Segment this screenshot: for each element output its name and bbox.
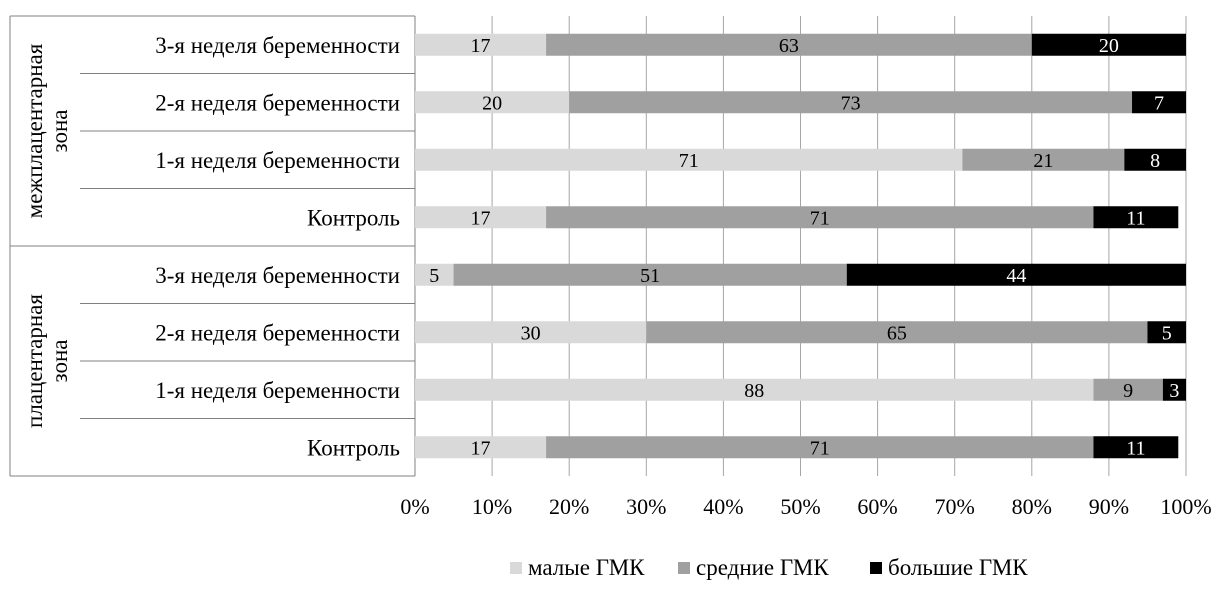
- bar-segment: [546, 33, 1032, 56]
- bar-segment: [415, 91, 570, 114]
- legend: малые ГМК средние ГМК большие ГМК: [510, 555, 1028, 580]
- group-label-line: зона: [47, 110, 72, 153]
- group-label-line: плацентарная: [22, 294, 47, 428]
- data-label: 44: [1006, 265, 1026, 287]
- data-label: 20: [482, 92, 502, 114]
- bar-segment: [1093, 378, 1163, 401]
- data-label: 71: [679, 150, 699, 172]
- x-tick-label: 100%: [1160, 494, 1211, 519]
- category-label: Контроль: [307, 205, 400, 230]
- legend-swatch: [870, 562, 882, 574]
- x-tick-label: 30%: [626, 494, 666, 519]
- category-label: 1-я неделя беременности: [155, 148, 400, 173]
- x-tick-label: 50%: [780, 494, 820, 519]
- group-label-line: межплацентарная: [22, 43, 47, 218]
- data-label: 7: [1154, 92, 1164, 114]
- bar-segment: [415, 148, 963, 171]
- bar-segment: [1031, 33, 1186, 56]
- legend-swatch: [510, 562, 522, 574]
- bar-segment: [415, 33, 547, 56]
- data-label: 21: [1033, 150, 1053, 172]
- bar-segment: [415, 206, 547, 229]
- data-label: 3: [1169, 380, 1179, 402]
- group-label-line: зона: [47, 340, 72, 383]
- data-label: 9: [1123, 380, 1133, 402]
- x-tick-label: 90%: [1089, 494, 1129, 519]
- bar-segment: [962, 148, 1125, 171]
- bar-segment: [646, 321, 1148, 344]
- x-tick-label: 40%: [703, 494, 743, 519]
- data-label: 8: [1150, 150, 1160, 172]
- data-label: 88: [744, 380, 764, 402]
- gridlines: [414, 16, 1187, 476]
- bar-segment: [415, 436, 547, 459]
- group-label: межплацентарнаязона: [22, 43, 72, 218]
- data-label: 5: [1162, 322, 1172, 344]
- bar-segment: [1124, 148, 1186, 171]
- data-label: 17: [471, 437, 491, 459]
- bar-segment: [546, 206, 1094, 229]
- data-label: 5: [429, 265, 439, 287]
- category-label: 1-я неделя беременности: [155, 378, 400, 403]
- data-label: 63: [779, 35, 799, 57]
- bar-segment: [1093, 206, 1179, 229]
- x-tick-label: 20%: [549, 494, 589, 519]
- bar-segment: [1147, 321, 1186, 344]
- x-tick-label: 80%: [1012, 494, 1052, 519]
- bar-segment: [453, 263, 847, 286]
- bar-segment: [415, 321, 647, 344]
- category-label: 2-я неделя беременности: [155, 320, 400, 345]
- x-axis-ticks: 0% 10% 20% 30% 40% 50% 60% 70% 80% 90% 100%: [400, 494, 1211, 519]
- category-axis-frame: [9, 15, 416, 477]
- data-label: 30: [521, 322, 541, 344]
- x-tick-label: 60%: [857, 494, 897, 519]
- data-label: 11: [1126, 437, 1145, 459]
- x-tick-label: 0%: [400, 494, 429, 519]
- data-label: 11: [1126, 207, 1145, 229]
- legend-label: малые ГМК: [528, 555, 645, 580]
- legend-label: большие ГМК: [888, 555, 1028, 580]
- group-label: плацентарнаязона: [22, 294, 72, 428]
- bar-segment: [415, 263, 454, 286]
- data-label: 51: [640, 265, 660, 287]
- data-label: 71: [810, 207, 830, 229]
- bar-segment: [1162, 378, 1186, 401]
- bar-segment: [569, 91, 1133, 114]
- x-tick-label: 70%: [935, 494, 975, 519]
- bar-segment: [1132, 91, 1186, 114]
- bars: 17 63 20 20 73 7 71 21 8 17 71 11 5 51 44 30 65 5 88 9 3 17 71…: [415, 33, 1186, 459]
- data-label: 17: [471, 35, 491, 57]
- bar-segment: [846, 263, 1186, 286]
- bar-segment: [1093, 436, 1179, 459]
- bar-segment: [415, 378, 1094, 401]
- x-tick-label: 10%: [472, 494, 512, 519]
- data-label: 73: [841, 92, 861, 114]
- category-label: 3-я неделя беременности: [155, 263, 400, 288]
- category-label: 3-я неделя беременности: [155, 33, 400, 58]
- category-label: Контроль: [307, 435, 400, 460]
- category-label: 2-я неделя беременности: [155, 90, 400, 115]
- data-label: 65: [887, 322, 907, 344]
- legend-swatch: [678, 562, 690, 574]
- legend-label: средние ГМК: [696, 555, 829, 580]
- data-label: 20: [1099, 35, 1119, 57]
- data-label: 71: [810, 437, 830, 459]
- data-label: 17: [471, 207, 491, 229]
- bar-segment: [546, 436, 1094, 459]
